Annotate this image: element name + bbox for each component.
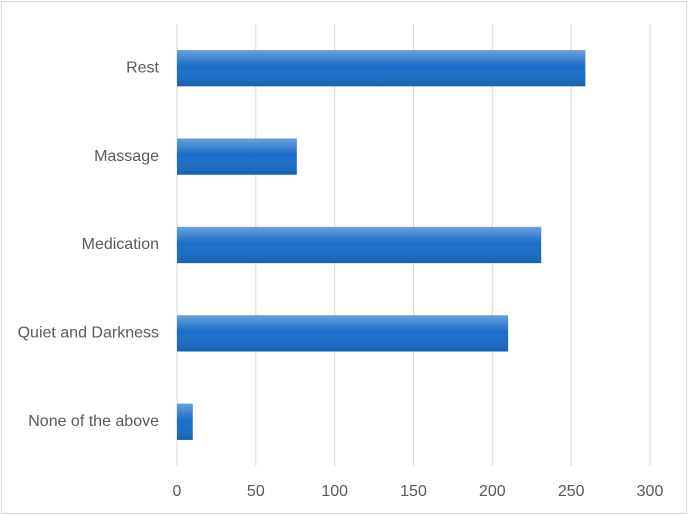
y-tick-label: Quiet and Darkness <box>18 325 159 342</box>
bar <box>177 50 586 87</box>
bar <box>177 226 542 264</box>
x-tick-label: 100 <box>321 483 348 500</box>
y-tick-label: Medication <box>82 236 159 253</box>
x-tick-label: 250 <box>558 483 585 500</box>
bar <box>177 315 509 352</box>
bar <box>177 403 193 440</box>
y-tick-label: Rest <box>126 59 159 76</box>
x-tick-label: 150 <box>400 483 427 500</box>
bar <box>177 138 297 175</box>
x-tick-label: 0 <box>173 483 182 500</box>
y-tick-label: Massage <box>94 148 159 165</box>
y-tick-label: None of the above <box>28 413 159 430</box>
x-tick-label: 50 <box>247 483 265 500</box>
x-tick-label: 200 <box>479 483 506 500</box>
x-tick-label: 300 <box>637 483 664 500</box>
